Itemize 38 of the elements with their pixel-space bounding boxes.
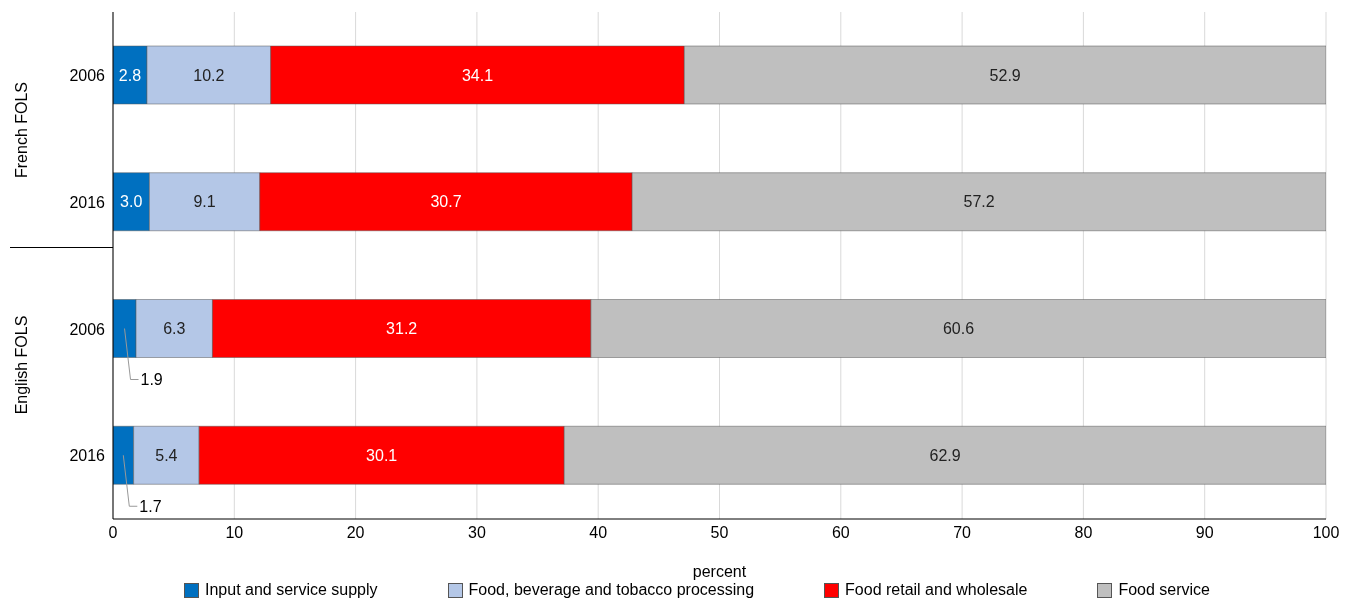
x-tick-label: 30 xyxy=(468,524,486,542)
legend-label: Input and service supply xyxy=(204,581,378,599)
legend-label: Food retail and wholesale xyxy=(845,581,1028,599)
text: French FOLS xyxy=(13,81,31,178)
x-tick-label: 0 xyxy=(108,524,118,542)
legend-label: Food, beverage and tobacco processing xyxy=(468,581,755,599)
x-tick-label: 80 xyxy=(1074,524,1093,542)
y-tick-label: 2016 xyxy=(69,447,106,465)
y-tick-label: 2016 xyxy=(69,193,106,211)
text: English FOLS xyxy=(13,315,31,414)
data-label: 6.3 xyxy=(163,320,186,337)
x-tick-label: 10 xyxy=(225,524,244,542)
x-tick-label: 40 xyxy=(589,524,608,542)
data-label: 3.0 xyxy=(120,193,143,211)
legend-label: Food service xyxy=(1118,581,1210,599)
data-label: 30.1 xyxy=(366,446,398,464)
data-label: 52.9 xyxy=(989,66,1021,84)
data-label: 1.7 xyxy=(139,497,162,515)
y-tick-label: 2006 xyxy=(69,320,106,338)
data-label: 31.2 xyxy=(386,320,418,337)
data-label: 34.1 xyxy=(461,66,494,84)
x-tick-label: 20 xyxy=(346,524,365,542)
data-label: 10.2 xyxy=(193,66,225,84)
x-axis-title: percent xyxy=(692,563,747,580)
x-tick-label: 70 xyxy=(953,524,972,542)
data-label: 5.4 xyxy=(155,446,178,464)
data-label: 2.8 xyxy=(118,66,142,84)
x-tick-label: 90 xyxy=(1195,524,1214,542)
data-label: 57.2 xyxy=(963,193,995,211)
x-tick-label: 100 xyxy=(1312,524,1340,542)
data-label: 1.9 xyxy=(140,371,163,388)
data-label: 30.7 xyxy=(430,193,462,211)
data-label: 62.9 xyxy=(929,446,961,464)
x-tick-label: 50 xyxy=(710,524,729,542)
x-tick-label: 60 xyxy=(831,524,850,542)
y-tick-label: 2006 xyxy=(69,67,106,85)
data-label: 9.1 xyxy=(193,193,216,211)
data-label: 60.6 xyxy=(942,320,975,337)
